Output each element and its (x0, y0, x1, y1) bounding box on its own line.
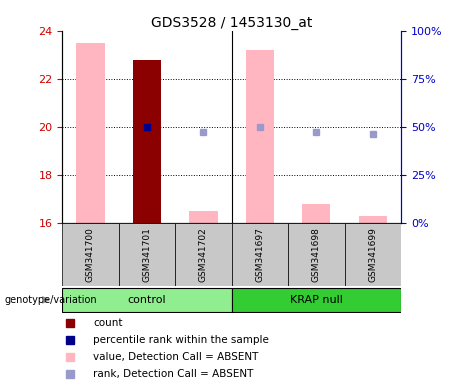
Bar (133, 60, 161, 223)
Bar (62, 223, 118, 286)
Bar (189, 211, 218, 223)
Text: GSM341698: GSM341698 (312, 227, 321, 282)
Text: rank, Detection Call = ABSENT: rank, Detection Call = ABSENT (93, 369, 254, 379)
Title: GDS3528 / 1453130_at: GDS3528 / 1453130_at (151, 16, 313, 30)
Text: GSM341701: GSM341701 (142, 227, 152, 282)
Bar (231, 288, 401, 312)
Bar (288, 223, 344, 286)
Bar (359, 215, 387, 223)
Bar (231, 223, 288, 286)
Bar (175, 223, 231, 286)
Text: GSM341700: GSM341700 (86, 227, 95, 282)
Bar (344, 223, 401, 286)
Text: value, Detection Call = ABSENT: value, Detection Call = ABSENT (93, 352, 259, 362)
Text: GSM341702: GSM341702 (199, 227, 208, 282)
Text: genotype/variation: genotype/variation (5, 295, 97, 305)
Text: percentile rank within the sample: percentile rank within the sample (93, 335, 269, 345)
Bar (77, 43, 105, 223)
Bar (118, 223, 175, 286)
Bar (302, 204, 331, 223)
Text: KRAP null: KRAP null (290, 295, 343, 305)
Text: count: count (93, 318, 123, 328)
Bar (246, 50, 274, 223)
Bar (62, 288, 231, 312)
Text: GSM341699: GSM341699 (368, 227, 378, 282)
Text: control: control (128, 295, 166, 305)
Text: GSM341697: GSM341697 (255, 227, 265, 282)
